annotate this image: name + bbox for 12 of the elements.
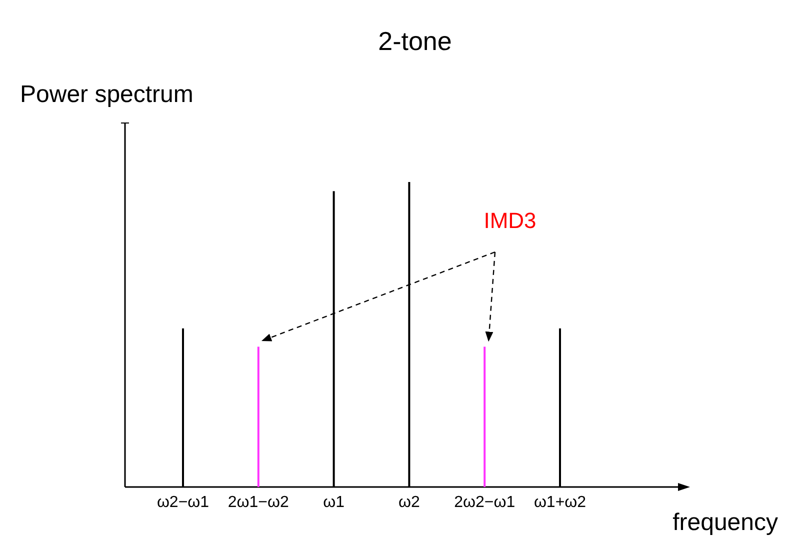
x-tick-label: 2ω1−ω2 xyxy=(228,494,290,511)
x-axis-title: frequency xyxy=(672,509,778,536)
y-axis-title: Power spectrum xyxy=(20,81,194,108)
x-tick-label: ω2 xyxy=(398,494,420,511)
x-tick-label: ω1 xyxy=(323,494,345,511)
bar xyxy=(484,346,486,487)
bar xyxy=(257,346,260,487)
x-tick-label: ω1+ω2 xyxy=(534,494,586,511)
chart-title: 2-tone xyxy=(378,26,452,56)
x-tick-label: ω2−ω1 xyxy=(156,494,210,511)
annotation: IMD3 xyxy=(484,208,536,233)
x-tick-label: 2ω2−ω1 xyxy=(454,494,516,511)
